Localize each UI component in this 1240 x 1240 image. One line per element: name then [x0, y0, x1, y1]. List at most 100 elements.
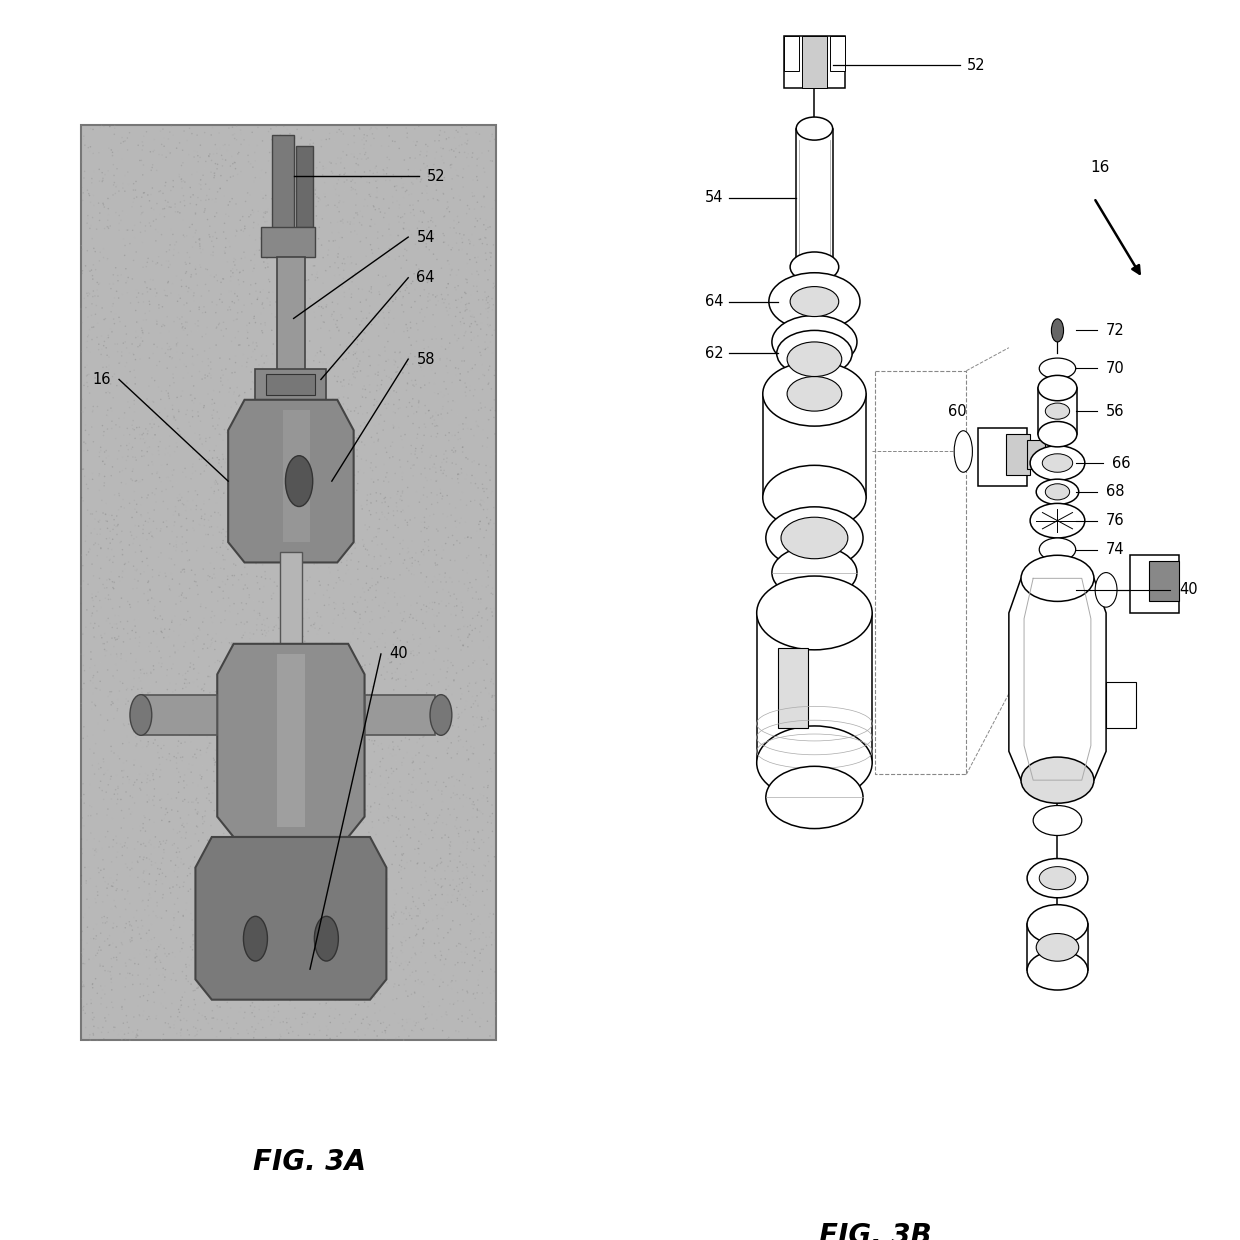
- Point: [118, 418, 138, 438]
- Point: [164, 246, 184, 265]
- Point: [134, 863, 154, 883]
- Point: [139, 324, 159, 343]
- Point: [203, 761, 223, 781]
- Point: [201, 816, 221, 836]
- Point: [104, 756, 124, 776]
- Point: [221, 272, 241, 291]
- Point: [425, 556, 445, 575]
- Point: [428, 285, 448, 305]
- Point: [387, 485, 407, 505]
- Point: [186, 264, 206, 284]
- Point: [253, 718, 273, 738]
- Point: [196, 324, 216, 343]
- Point: [205, 448, 224, 467]
- Point: [210, 870, 229, 890]
- Point: [449, 846, 469, 866]
- Point: [113, 837, 133, 857]
- Point: [377, 118, 397, 138]
- Point: [342, 498, 362, 518]
- Point: [484, 274, 503, 294]
- Point: [272, 498, 291, 518]
- Point: [446, 663, 466, 683]
- Point: [432, 852, 451, 872]
- Point: [366, 171, 386, 191]
- Point: [161, 283, 181, 303]
- Point: [472, 882, 492, 901]
- Point: [82, 584, 102, 604]
- Point: [198, 1013, 218, 1033]
- Point: [458, 983, 477, 1003]
- Point: [138, 666, 157, 686]
- Point: [262, 868, 281, 888]
- Point: [300, 296, 320, 316]
- Point: [471, 619, 491, 639]
- Point: [464, 1021, 484, 1040]
- Point: [184, 393, 203, 413]
- Point: [188, 978, 208, 998]
- Point: [186, 748, 206, 768]
- Point: [481, 151, 501, 171]
- Point: [262, 124, 281, 144]
- Point: [325, 486, 345, 506]
- Point: [250, 658, 270, 678]
- Point: [79, 320, 99, 340]
- Point: [293, 181, 312, 201]
- Point: [229, 957, 249, 977]
- Point: [479, 852, 498, 872]
- Point: [326, 706, 346, 725]
- Point: [335, 159, 355, 179]
- Point: [78, 500, 98, 520]
- Point: [330, 977, 350, 997]
- Point: [324, 754, 343, 774]
- Point: [376, 267, 396, 286]
- Point: [252, 712, 272, 732]
- Point: [311, 342, 331, 362]
- Point: [84, 534, 104, 554]
- Point: [346, 724, 366, 744]
- Point: [466, 569, 486, 589]
- Point: [378, 796, 398, 816]
- Point: [129, 516, 149, 536]
- Point: [221, 780, 241, 800]
- Point: [76, 420, 95, 440]
- Point: [72, 177, 92, 197]
- Point: [320, 895, 340, 915]
- Point: [170, 203, 190, 223]
- Point: [465, 606, 485, 626]
- Point: [459, 749, 479, 769]
- Point: [223, 439, 243, 459]
- Point: [77, 634, 97, 653]
- Point: [243, 993, 263, 1013]
- Point: [377, 826, 397, 846]
- Point: [408, 552, 428, 572]
- Point: [186, 823, 206, 843]
- Point: [181, 763, 201, 782]
- Point: [365, 632, 384, 652]
- Point: [98, 609, 118, 629]
- Point: [474, 215, 494, 234]
- Point: [398, 407, 418, 427]
- Point: [377, 521, 397, 541]
- Point: [74, 161, 94, 181]
- Point: [95, 976, 115, 996]
- Point: [394, 203, 414, 223]
- Point: [272, 213, 291, 233]
- Point: [399, 393, 419, 413]
- Point: [433, 884, 453, 904]
- Point: [200, 495, 219, 515]
- Point: [203, 878, 223, 898]
- Point: [458, 362, 477, 382]
- Point: [314, 156, 334, 176]
- Point: [103, 367, 123, 387]
- Point: [368, 326, 388, 346]
- Point: [133, 890, 153, 910]
- Point: [463, 465, 482, 485]
- Point: [422, 408, 441, 428]
- Point: [435, 170, 455, 190]
- Point: [174, 872, 193, 892]
- Point: [99, 935, 119, 955]
- Point: [427, 856, 446, 875]
- Point: [160, 241, 180, 260]
- Point: [176, 508, 196, 528]
- Point: [89, 335, 109, 355]
